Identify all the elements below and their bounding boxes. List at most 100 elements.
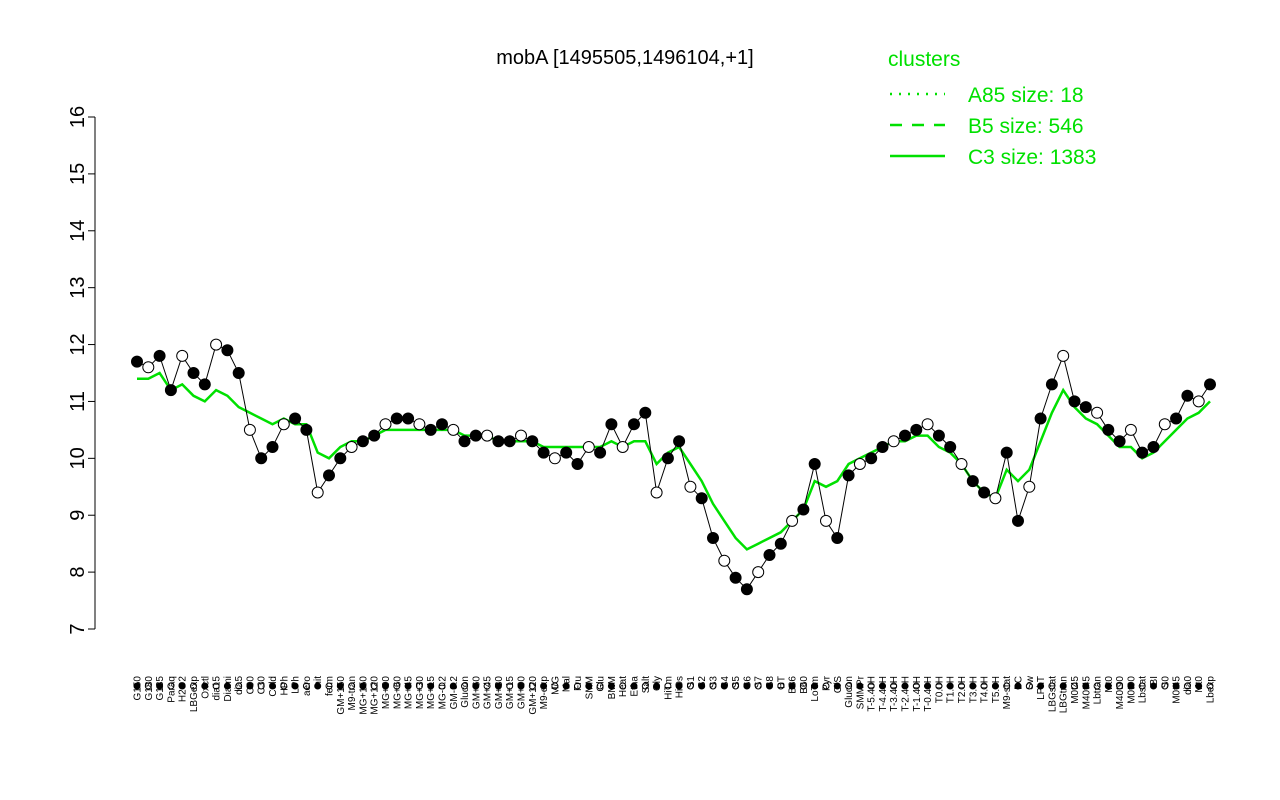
legend-label: C3 size: 1383	[968, 146, 1096, 169]
data-point	[932, 429, 945, 442]
x-tick-label: HiOs	[675, 676, 686, 698]
x-marker	[167, 682, 175, 690]
data-point	[1136, 446, 1149, 459]
x-tick-label: C30	[257, 676, 268, 695]
x-marker	[1138, 682, 1146, 690]
data-point	[221, 344, 234, 357]
data-point	[1181, 389, 1194, 402]
x-tick-label: GM+90	[517, 676, 528, 710]
x-marker	[890, 682, 898, 690]
x-tick-label: M/G	[550, 676, 561, 695]
x-marker	[314, 682, 322, 690]
x-marker	[754, 682, 762, 690]
data-point	[842, 469, 855, 482]
data-point	[447, 423, 460, 436]
data-point	[1057, 349, 1070, 362]
x-marker	[133, 682, 141, 690]
x-tick-label: Mt0	[1104, 676, 1115, 693]
data-point	[594, 446, 607, 459]
x-marker	[280, 682, 288, 690]
x-tick-label: Glu	[596, 676, 607, 692]
data-point	[323, 469, 335, 482]
x-marker	[212, 682, 220, 690]
data-point	[605, 418, 618, 431]
data-point	[289, 412, 302, 425]
x-tick-label: C90	[245, 676, 256, 695]
x-marker	[393, 682, 401, 690]
x-tick-label: S0	[1160, 676, 1171, 689]
x-tick-label: S3	[709, 676, 720, 689]
x-tick-label: MG-0.2	[438, 676, 449, 710]
data-point	[1012, 514, 1024, 527]
data-point	[334, 452, 347, 465]
data-point	[1079, 401, 1092, 414]
data-point	[1023, 480, 1036, 493]
x-tick-label: S8	[765, 676, 776, 689]
data-point	[390, 412, 403, 425]
data-point	[210, 338, 223, 351]
data-point	[921, 418, 934, 431]
x-tick-label: GM+30	[494, 676, 505, 710]
data-point	[752, 566, 765, 579]
data-point	[899, 429, 911, 442]
x-tick-label: LBGtran	[1059, 676, 1070, 713]
x-marker	[359, 682, 367, 690]
x-tick-label: M0t45	[1070, 676, 1081, 704]
data-point	[831, 532, 844, 544]
cluster-c3-line	[137, 371, 1211, 551]
data-point	[1102, 423, 1115, 436]
data-point	[1091, 406, 1104, 419]
x-marker	[1014, 682, 1022, 690]
data-point	[639, 406, 652, 419]
x-tick-label: MG+60	[392, 676, 403, 710]
data-point	[673, 435, 686, 448]
x-tick-label: Paraq	[166, 676, 177, 703]
x-marker	[246, 682, 254, 690]
x-marker	[867, 682, 875, 690]
x-marker	[641, 682, 649, 690]
data-point	[548, 452, 561, 465]
data-point	[469, 429, 482, 442]
x-marker	[958, 682, 965, 690]
x-tick-label: GM+45	[483, 676, 494, 710]
x-tick-label: M0t45	[1172, 676, 1183, 704]
data-point	[356, 435, 369, 448]
data-point	[368, 429, 381, 442]
x-axis: G150 G180 G135 Paraq H2O2 LBGexp Oxctl dia15 Dia…	[133, 675, 1217, 714]
x-marker	[190, 682, 197, 690]
data-point	[198, 378, 211, 391]
data-point	[628, 418, 640, 431]
x-marker	[427, 682, 435, 690]
y-tick-label: 14	[67, 220, 89, 242]
x-tick-label: Glucon	[460, 676, 471, 708]
x-marker	[743, 682, 751, 690]
x-tick-label: Diami	[223, 676, 234, 702]
x-marker	[619, 682, 627, 690]
data-point	[740, 583, 753, 596]
x-tick-label: Etha	[630, 676, 641, 697]
x-marker	[833, 682, 841, 690]
x-marker	[879, 682, 886, 690]
x-marker	[1037, 682, 1045, 690]
x-tick-label: G135	[155, 676, 166, 701]
data-point	[944, 441, 957, 453]
data-point	[955, 458, 968, 470]
data-point	[808, 458, 821, 470]
x-tick-label: M9-stat	[1002, 676, 1013, 710]
x-marker	[325, 682, 333, 690]
data-point	[413, 418, 426, 431]
x-marker	[924, 682, 932, 690]
x-tick-label: Cold	[268, 676, 279, 697]
data-point	[774, 537, 787, 550]
x-marker	[551, 682, 559, 690]
x-tick-label: T1.0H	[946, 676, 957, 703]
x-marker	[540, 682, 548, 690]
x-tick-label: HPh	[279, 676, 290, 695]
x-tick-label: LBGexp	[189, 676, 200, 713]
data-point	[153, 349, 166, 362]
x-tick-label: BMM	[607, 676, 618, 699]
x-marker	[472, 682, 480, 690]
data-point	[560, 446, 573, 459]
x-marker	[1116, 682, 1124, 690]
